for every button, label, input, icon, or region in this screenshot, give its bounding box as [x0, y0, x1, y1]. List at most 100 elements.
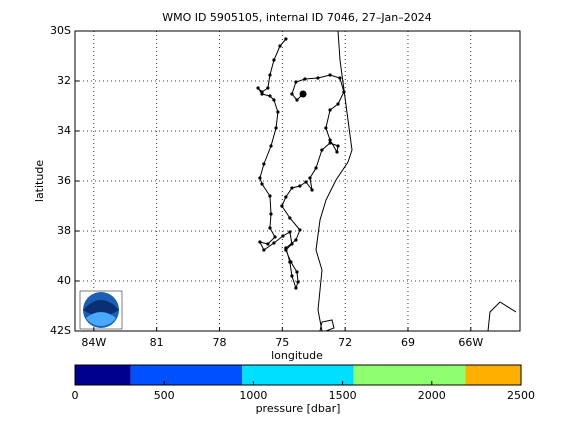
track-point: [288, 260, 292, 264]
colorbar-frame: [74, 364, 522, 386]
track-point: [278, 44, 282, 48]
track-point: [268, 194, 272, 198]
y-tick-label: 38: [57, 224, 71, 237]
track-point: [298, 228, 302, 232]
grid: [75, 30, 520, 332]
track-point: [276, 110, 280, 114]
track-point: [290, 274, 294, 278]
track-point: [310, 188, 314, 192]
coast-east: [487, 301, 517, 332]
track-point: [338, 76, 342, 80]
island: [319, 319, 335, 332]
track-point: [294, 286, 298, 290]
track-point: [308, 176, 312, 180]
x-tick-label: 66W: [458, 336, 483, 349]
track-line: [257, 38, 345, 290]
x-tick-label: 84W: [81, 336, 106, 349]
x-tick-label: 69: [401, 336, 415, 349]
track-point: [303, 77, 307, 81]
track-point: [316, 76, 320, 80]
track-point: [258, 240, 262, 244]
track-point: [336, 144, 340, 148]
x-tick-label: 75: [275, 336, 289, 349]
track-point: [288, 230, 292, 234]
track-point: [336, 102, 340, 106]
colorbar-segment: [130, 365, 243, 385]
colorbar-segment: [353, 365, 466, 385]
chart-title: WMO ID 5905105, internal ID 7046, 27–Jan…: [162, 11, 432, 24]
trajectory-layer: [256, 37, 346, 290]
y-tick-label: 40: [57, 274, 71, 287]
track-point: [328, 138, 332, 142]
track-point: [280, 204, 284, 208]
track-point: [328, 73, 332, 77]
x-tick-label: 72: [338, 336, 352, 349]
colorbar: 0 500 1000 1500 2000 2500: [72, 364, 535, 402]
coastline: [315, 30, 517, 332]
y-tick-label: 36: [57, 174, 71, 187]
track-point: [335, 150, 339, 154]
track-point: [256, 86, 260, 90]
track-point: [266, 86, 270, 90]
track-point: [268, 73, 272, 77]
track-point: [296, 280, 300, 284]
track-point: [284, 37, 288, 41]
y-axis-label: latitude: [33, 160, 46, 202]
colorbar-label: pressure [dbar]: [256, 402, 341, 415]
track-point: [290, 186, 294, 190]
track-point: [294, 238, 298, 242]
y-tick-label: 32: [57, 74, 71, 87]
track-point: [272, 98, 276, 102]
track-point: [294, 80, 298, 84]
track-point: [262, 162, 266, 166]
y-tick-label: 34: [57, 124, 71, 137]
track-point: [342, 90, 346, 94]
track-point: [268, 226, 272, 230]
logo-wave: [86, 312, 116, 327]
track-point: [324, 126, 328, 130]
track-point: [269, 144, 273, 148]
track-point: [290, 92, 294, 96]
track-point: [298, 184, 302, 188]
logo-bird: [83, 300, 119, 316]
track-point: [284, 195, 288, 199]
y-tick-label: 30S: [50, 24, 71, 37]
colorbar-segment: [465, 365, 521, 385]
track-point: [274, 126, 278, 130]
x-axis-label: longitude: [271, 349, 323, 362]
track-point: [269, 212, 273, 216]
track-point: [268, 94, 272, 98]
track-point: [260, 182, 264, 186]
colorbar-tick-label: 0: [72, 389, 79, 402]
track-point: [304, 180, 308, 184]
colorbar-tick-label: 1500: [329, 389, 357, 402]
track-point: [295, 98, 299, 102]
x-tick-label: 81: [150, 336, 164, 349]
colorbar-tick-label: 2500: [507, 389, 535, 402]
track-point: [320, 148, 324, 152]
colorbar-segment: [242, 365, 354, 385]
track-point: [258, 176, 262, 180]
track-point: [273, 235, 277, 239]
colorbar-segment: [75, 365, 131, 385]
colorbar-tick-label: 2000: [418, 389, 446, 402]
track-point: [281, 234, 285, 238]
track-point: [272, 58, 276, 62]
track-point: [262, 248, 266, 252]
colorbar-tick-label: 500: [154, 389, 175, 402]
track-point: [288, 216, 292, 220]
plot-frame: [74, 30, 521, 332]
track-point: [272, 241, 276, 245]
track-point: [299, 90, 307, 98]
x-tick-label: 78: [212, 336, 226, 349]
colorbar-tick-label: 1000: [239, 389, 267, 402]
track-point: [290, 242, 294, 246]
track-point: [328, 141, 332, 145]
track-point: [260, 92, 264, 96]
track-point: [284, 246, 288, 250]
track-point: [328, 108, 332, 112]
y-tick-label: 42S: [50, 324, 71, 337]
track-point: [266, 242, 270, 246]
track-point: [314, 166, 318, 170]
